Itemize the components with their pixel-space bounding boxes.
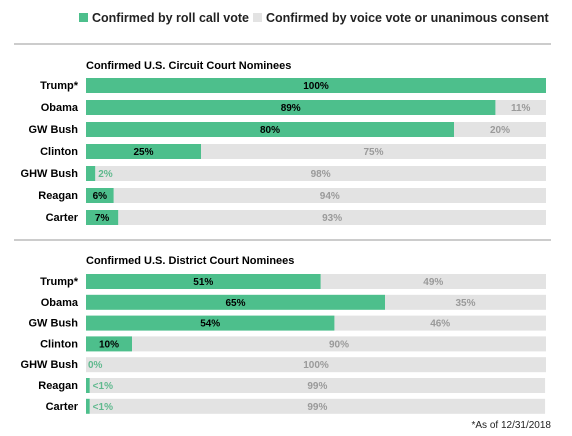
value-label-voice-vote-carter: 93% — [322, 213, 342, 224]
category-label-gw-bush: GW Bush — [29, 124, 79, 136]
value-label-roll-call-obama: 89% — [281, 103, 301, 114]
legend-label-roll-call: Confirmed by roll call vote — [92, 11, 249, 25]
bar-voice-vote-reagan — [89, 378, 546, 393]
value-label-roll-call-ghw-bush: 2% — [98, 169, 113, 180]
value-label-voice-vote-clinton: 75% — [363, 147, 383, 158]
category-label-ghw-bush: GHW Bush — [21, 168, 79, 180]
category-label-clinton: Clinton — [40, 338, 78, 350]
value-label-voice-vote-ghw-bush: 100% — [303, 360, 329, 371]
value-label-voice-vote-clinton: 90% — [329, 339, 349, 350]
value-label-voice-vote-obama: 35% — [455, 298, 475, 309]
bar-roll-call-carter — [86, 210, 119, 225]
bar-voice-vote-carter — [89, 398, 546, 414]
category-label-reagan: Reagan — [38, 190, 78, 202]
value-label-voice-vote-ghw-bush: 98% — [311, 169, 331, 180]
category-label-trump: Trump* — [40, 276, 79, 288]
bar-roll-call-gw-bush — [86, 122, 454, 137]
legend: Confirmed by roll call vote Confirmed by… — [79, 11, 550, 25]
category-label-gw-bush: GW Bush — [29, 318, 79, 330]
category-label-trump: Trump* — [40, 80, 79, 92]
category-label-reagan: Reagan — [38, 380, 78, 392]
value-label-roll-call-clinton: 25% — [133, 147, 153, 158]
value-label-roll-call-carter: 7% — [95, 213, 110, 224]
value-label-roll-call-ghw-bush: 0% — [88, 360, 103, 371]
bar-roll-call-reagan — [86, 378, 90, 393]
bar-voice-vote-ghw-bush — [86, 357, 546, 373]
legend-swatch-voice-vote — [253, 13, 262, 22]
value-label-voice-vote-gw-bush: 46% — [430, 319, 450, 330]
district-panel: Trump* 51% 49% Obama 65% 35% GW Bush 54% 46% Clin… — [21, 274, 546, 414]
bar-voice-vote-clinton — [132, 336, 546, 352]
bar-roll-call-trump — [86, 274, 321, 289]
category-label-ghw-bush: GHW Bush — [21, 359, 79, 371]
bar-roll-call-gw-bush — [86, 315, 335, 331]
value-label-voice-vote-obama: 11% — [511, 103, 531, 114]
value-label-voice-vote-carter: 99% — [307, 402, 327, 413]
value-label-roll-call-carter: <1% — [93, 402, 113, 413]
value-label-roll-call-clinton: 10% — [99, 339, 119, 350]
circuit-panel-title: Confirmed U.S. Circuit Court Nominees — [86, 60, 291, 72]
value-label-voice-vote-reagan: 94% — [320, 191, 340, 202]
footnote: *As of 12/31/2018 — [471, 420, 551, 431]
circuit-panel: Trump* 100% Obama 89% 11% GW Bush 80% 20% Clinto… — [21, 78, 546, 225]
bar-voice-vote-reagan — [113, 188, 546, 203]
value-label-roll-call-trump: 51% — [193, 277, 213, 288]
legend-label-voice-vote: Confirmed by voice vote or unanimous con… — [266, 11, 550, 25]
category-label-obama: Obama — [41, 102, 79, 114]
category-label-clinton: Clinton — [40, 146, 78, 158]
bar-voice-vote-gw-bush — [454, 122, 546, 137]
value-label-roll-call-reagan: <1% — [93, 381, 113, 392]
category-label-carter: Carter — [46, 212, 79, 224]
value-label-roll-call-trump: 100% — [303, 81, 329, 92]
bar-roll-call-carter — [86, 398, 90, 414]
category-label-carter: Carter — [46, 401, 79, 413]
bar-roll-call-ghw-bush — [86, 166, 96, 181]
value-label-voice-vote-gw-bush: 20% — [490, 125, 510, 136]
value-label-voice-vote-reagan: 99% — [307, 381, 327, 392]
bar-voice-vote-gw-bush — [334, 315, 546, 331]
bar-voice-vote-obama — [385, 294, 546, 310]
bar-roll-call-obama — [86, 294, 385, 310]
bar-voice-vote-ghw-bush — [95, 166, 546, 181]
value-label-roll-call-gw-bush: 54% — [200, 319, 220, 330]
bar-voice-vote-clinton — [201, 144, 546, 159]
bar-roll-call-trump — [86, 78, 546, 93]
bar-roll-call-reagan — [86, 188, 114, 203]
legend-swatch-roll-call — [79, 13, 88, 22]
bar-roll-call-obama — [86, 100, 496, 115]
value-label-roll-call-gw-bush: 80% — [260, 125, 280, 136]
district-panel-title: Confirmed U.S. District Court Nominees — [86, 255, 294, 267]
bar-roll-call-clinton — [86, 144, 201, 159]
bar-roll-call-clinton — [86, 336, 132, 352]
bar-voice-vote-carter — [118, 210, 546, 225]
value-label-roll-call-obama: 65% — [225, 298, 245, 309]
category-label-obama: Obama — [41, 297, 79, 309]
value-label-roll-call-reagan: 6% — [93, 191, 108, 202]
value-label-voice-vote-trump: 49% — [423, 277, 443, 288]
bar-voice-vote-obama — [495, 100, 546, 115]
bar-voice-vote-trump — [320, 274, 546, 289]
